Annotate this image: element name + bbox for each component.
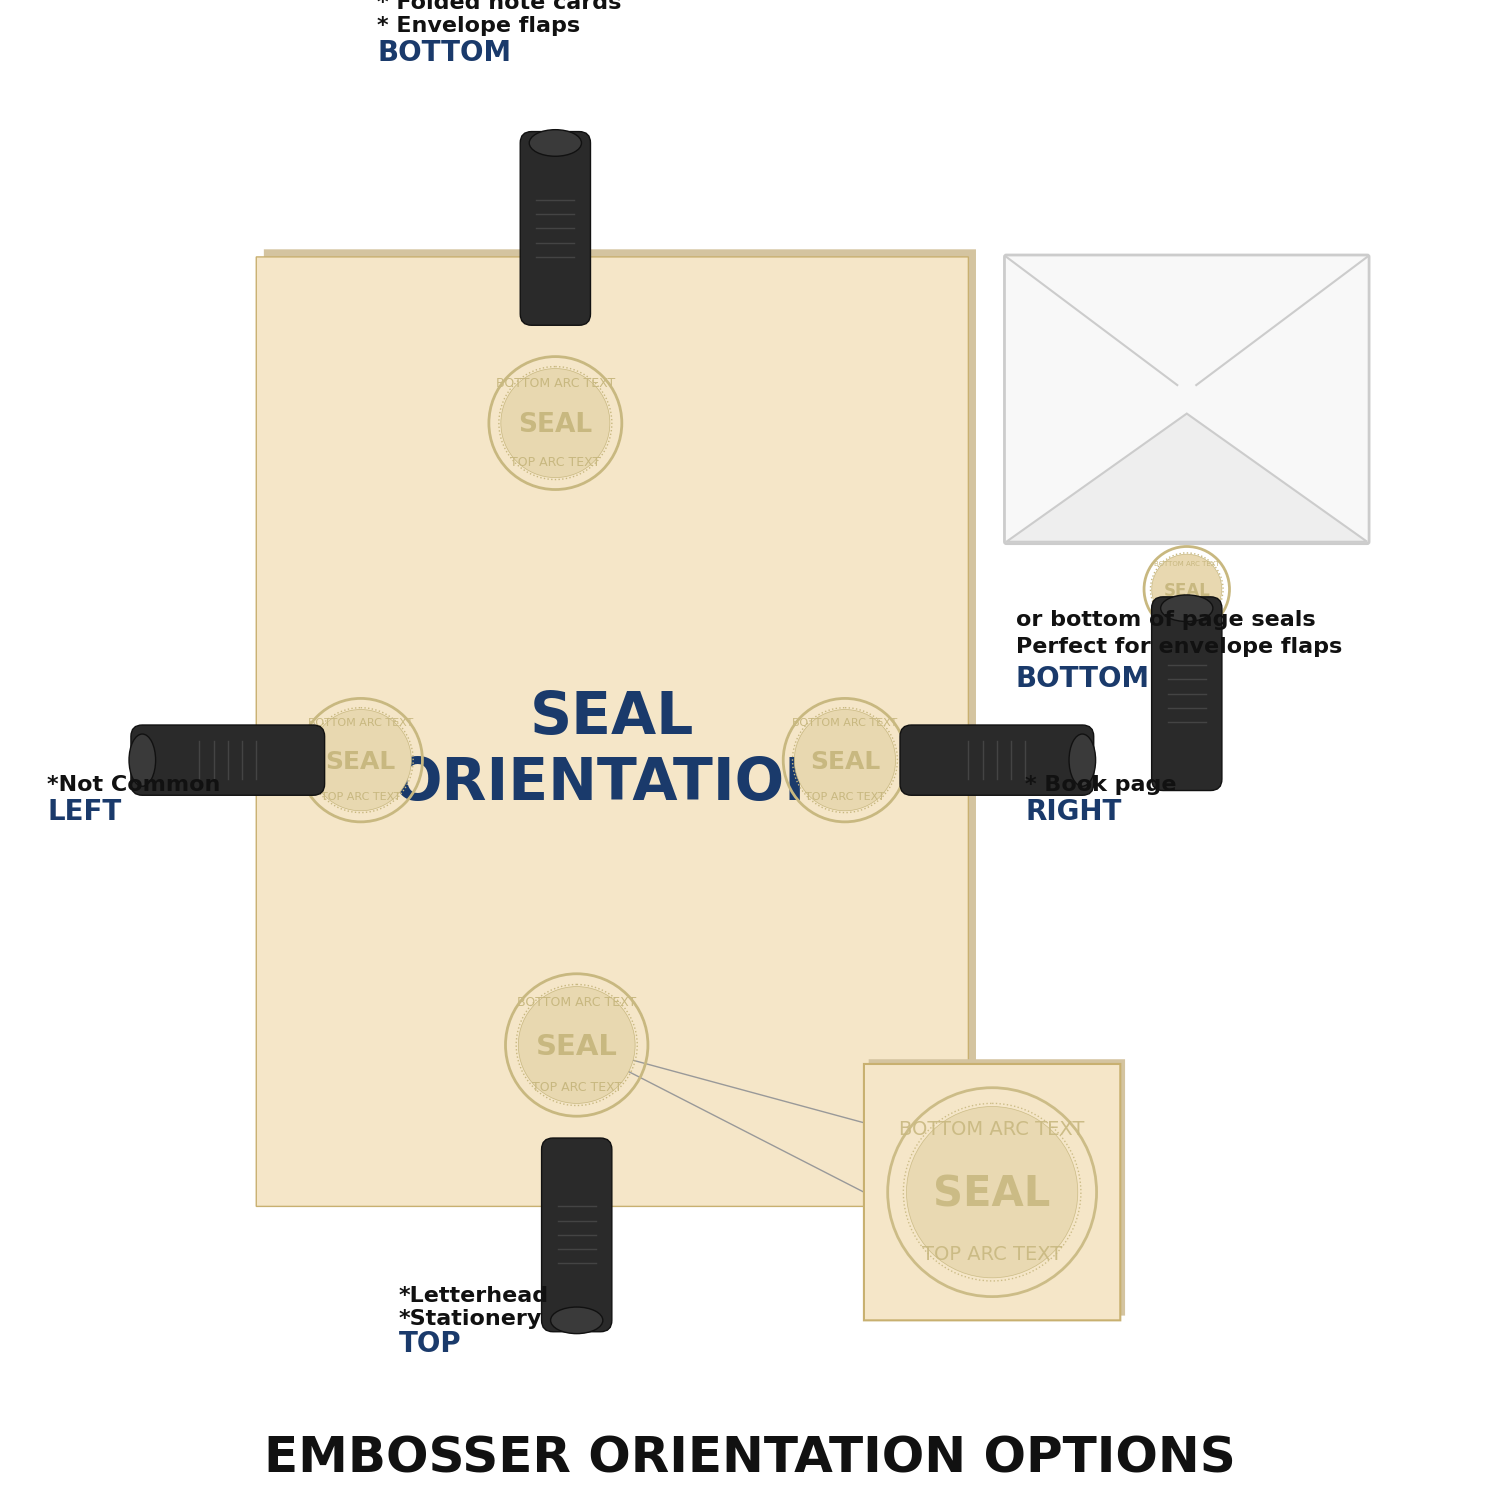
Ellipse shape: [1161, 596, 1214, 621]
Text: BOTTOM ARC TEXT: BOTTOM ARC TEXT: [900, 1120, 1084, 1138]
Text: SEAL: SEAL: [536, 1034, 618, 1060]
Ellipse shape: [550, 1306, 603, 1334]
Ellipse shape: [129, 734, 156, 786]
Text: * Folded note cards: * Folded note cards: [378, 0, 621, 13]
Text: LEFT: LEFT: [48, 798, 122, 826]
Text: TOP ARC TEXT: TOP ARC TEXT: [321, 792, 400, 802]
Text: BOTTOM: BOTTOM: [378, 39, 512, 66]
Circle shape: [1152, 554, 1222, 624]
Text: TOP ARC TEXT: TOP ARC TEXT: [922, 1245, 1062, 1264]
Text: * Envelope flaps: * Envelope flaps: [378, 15, 580, 36]
Text: BOTTOM ARC TEXT: BOTTOM ARC TEXT: [792, 718, 897, 728]
Text: *Letterhead: *Letterhead: [399, 1286, 549, 1306]
Circle shape: [795, 710, 895, 810]
FancyBboxPatch shape: [130, 724, 324, 795]
Text: TOP ARC TEXT: TOP ARC TEXT: [1162, 612, 1212, 618]
Text: BOTTOM ARC TEXT: BOTTOM ARC TEXT: [518, 996, 636, 1010]
Circle shape: [310, 710, 411, 810]
FancyBboxPatch shape: [1152, 597, 1222, 790]
Text: SEAL: SEAL: [519, 413, 593, 438]
Circle shape: [501, 369, 610, 477]
Polygon shape: [1007, 414, 1366, 542]
Ellipse shape: [530, 129, 582, 156]
Text: *Stationery: *Stationery: [399, 1310, 542, 1329]
FancyBboxPatch shape: [520, 132, 591, 326]
Text: SEAL: SEAL: [933, 1173, 1052, 1215]
Text: SEAL
ORIENTATION: SEAL ORIENTATION: [392, 688, 832, 812]
Text: TOP ARC TEXT: TOP ARC TEXT: [806, 792, 885, 802]
Circle shape: [906, 1107, 1078, 1278]
Text: BOTTOM ARC TEXT: BOTTOM ARC TEXT: [495, 376, 615, 390]
Text: *Not Common: *Not Common: [48, 776, 220, 795]
Text: BOTTOM ARC TEXT: BOTTOM ARC TEXT: [1154, 561, 1220, 567]
FancyBboxPatch shape: [1005, 255, 1370, 543]
Text: or bottom of page seals: or bottom of page seals: [1016, 610, 1316, 630]
Text: TOP ARC TEXT: TOP ARC TEXT: [510, 456, 600, 470]
FancyBboxPatch shape: [868, 1059, 1125, 1316]
Text: TOP ARC TEXT: TOP ARC TEXT: [531, 1082, 622, 1094]
Text: * Book page: * Book page: [1026, 776, 1178, 795]
FancyBboxPatch shape: [542, 1138, 612, 1332]
Text: TOP: TOP: [399, 1330, 462, 1358]
Ellipse shape: [1070, 734, 1095, 786]
Circle shape: [519, 987, 634, 1104]
FancyBboxPatch shape: [264, 249, 976, 1198]
Text: SEAL: SEAL: [1164, 582, 1210, 600]
Text: BOTTOM: BOTTOM: [1016, 664, 1150, 693]
Text: SEAL: SEAL: [326, 750, 396, 774]
Text: BOTTOM ARC TEXT: BOTTOM ARC TEXT: [308, 718, 414, 728]
Text: RIGHT: RIGHT: [1026, 798, 1122, 826]
Text: EMBOSSER ORIENTATION OPTIONS: EMBOSSER ORIENTATION OPTIONS: [264, 1434, 1236, 1482]
FancyBboxPatch shape: [864, 1064, 1120, 1320]
Text: SEAL: SEAL: [810, 750, 880, 774]
Text: Perfect for envelope flaps: Perfect for envelope flaps: [1016, 636, 1342, 657]
FancyBboxPatch shape: [900, 724, 1094, 795]
FancyBboxPatch shape: [256, 256, 969, 1206]
